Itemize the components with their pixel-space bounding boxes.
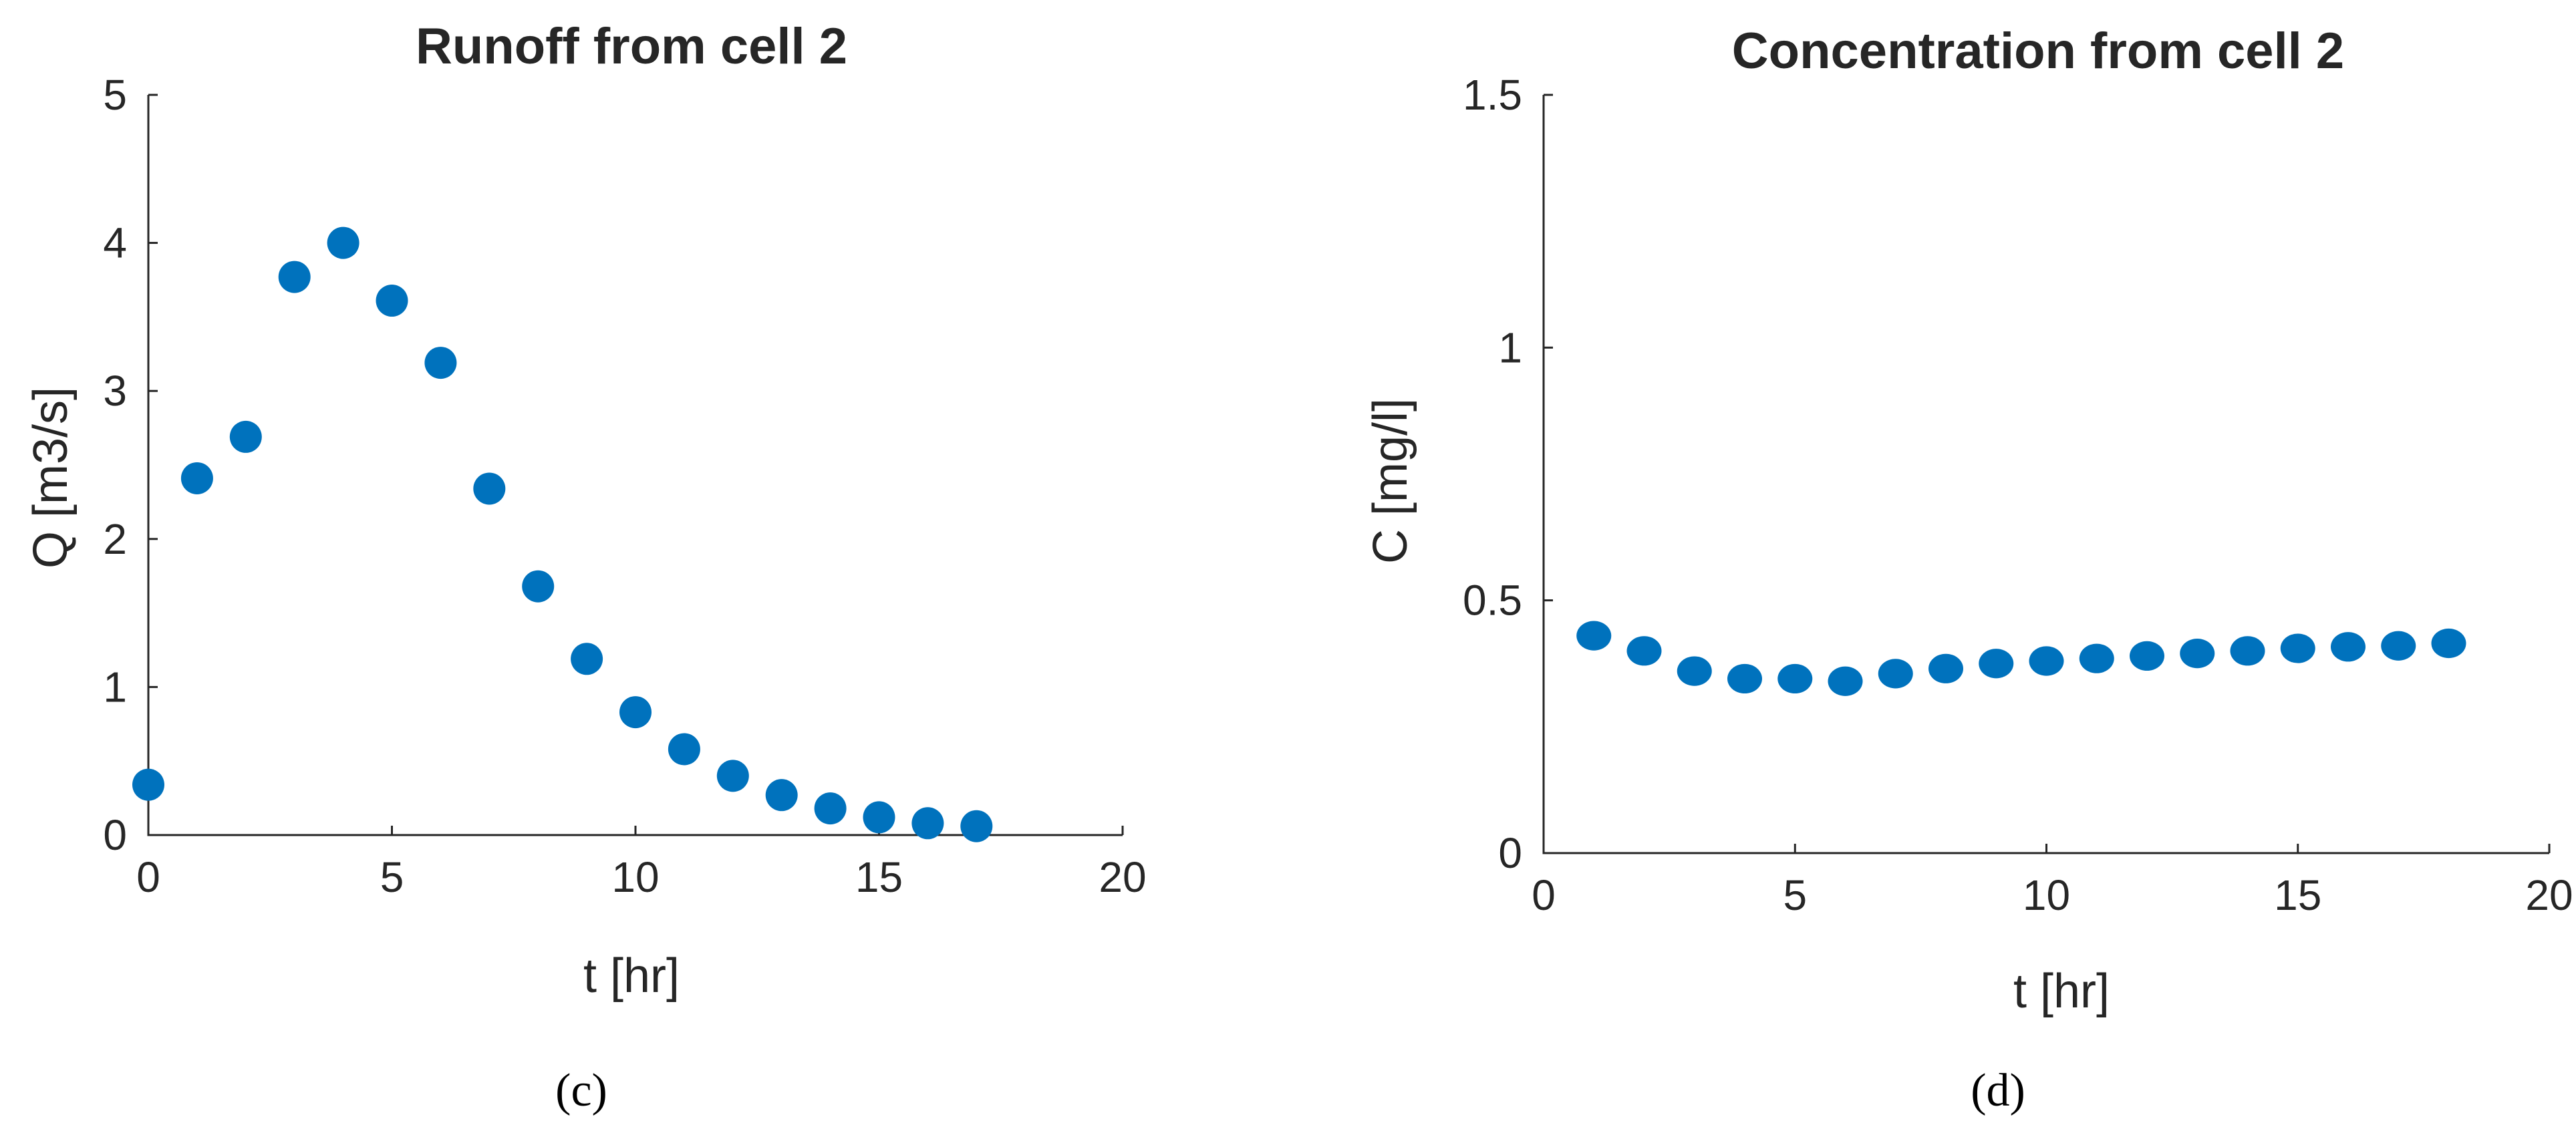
concentration-data-point — [2029, 646, 2064, 676]
runoff-data-point — [180, 462, 213, 494]
runoff-y-tick-label: 3 — [103, 367, 127, 415]
runoff-y-axis-label: Q [m3/s] — [24, 387, 78, 569]
concentration-data-point — [1677, 656, 1712, 686]
concentration-x-axis-label: t [hr] — [2013, 965, 2110, 1018]
concentration-data-point — [2431, 628, 2466, 659]
runoff-data-point — [765, 779, 798, 812]
concentration-data-point — [2180, 639, 2215, 669]
concentration-y-tick-label: 1.5 — [1463, 71, 1522, 119]
concentration-x-tick-label: 5 — [1783, 871, 1807, 919]
concentration-data-point — [1979, 649, 2014, 679]
concentration-y-axis-label: C [mg/l] — [1364, 398, 1417, 564]
concentration-data-point — [1928, 653, 1963, 683]
concentration-y-tick-label: 0.5 — [1463, 577, 1522, 625]
runoff-data-point — [229, 420, 262, 453]
panel-d-caption: (d) — [1971, 1065, 2025, 1116]
runoff-chart-title: Runoff from cell 2 — [416, 18, 847, 75]
concentration-x-tick-label: 15 — [2274, 871, 2321, 919]
concentration-data-point — [2230, 636, 2265, 666]
concentration-data-point — [1777, 663, 1813, 694]
runoff-data-point — [716, 760, 749, 792]
concentration-x-tick-label: 20 — [2525, 871, 2573, 919]
concentration-data-point — [2280, 633, 2315, 663]
runoff-data-point — [278, 261, 311, 293]
concentration-data-point — [1828, 666, 1863, 696]
runoff-data-point — [960, 810, 993, 842]
concentration-data-point — [1576, 621, 1612, 651]
runoff-data-point — [132, 768, 164, 801]
concentration-y-tick-label: 0 — [1498, 829, 1522, 877]
concentration-data-point — [2130, 641, 2164, 671]
runoff-data-point — [424, 347, 457, 379]
runoff-y-tick-label: 1 — [103, 663, 127, 711]
panel-c-caption: (c) — [555, 1065, 607, 1116]
runoff-x-tick-label: 20 — [1099, 853, 1146, 901]
runoff-chart: Runoff from cell 2 t [hr] Q [m3/s] (c) 0… — [24, 18, 1147, 1116]
concentration-data-point — [1878, 659, 1913, 689]
concentration-data-point — [2331, 632, 2366, 662]
runoff-data-point — [619, 696, 652, 729]
runoff-x-axis-label: t [hr] — [583, 949, 680, 1003]
runoff-data-point — [814, 792, 847, 825]
concentration-data-point — [1727, 663, 1762, 694]
concentration-data-point — [2381, 631, 2416, 661]
concentration-y-tick-label: 1 — [1498, 323, 1522, 371]
concentration-x-tick-label: 10 — [2023, 871, 2070, 919]
concentration-chart: Concentration from cell 2 t [hr] C [mg/l… — [1364, 23, 2573, 1116]
runoff-data-point — [473, 472, 506, 505]
concentration-data-point — [1626, 636, 1662, 666]
runoff-y-tick-label: 2 — [103, 515, 127, 563]
concentration-axes — [1542, 95, 2549, 854]
runoff-data-point — [668, 733, 700, 766]
runoff-y-tick-label: 0 — [103, 811, 127, 859]
runoff-data-point — [911, 807, 944, 840]
concentration-chart-title: Concentration from cell 2 — [1732, 23, 2344, 79]
concentration-x-tick-label: 0 — [1532, 871, 1556, 919]
runoff-data-point — [571, 643, 603, 675]
runoff-x-tick-label: 15 — [855, 853, 903, 901]
runoff-data-point — [863, 801, 895, 834]
runoff-data-point — [376, 285, 408, 317]
runoff-data-point — [327, 226, 360, 259]
runoff-y-tick-label: 4 — [103, 219, 127, 267]
runoff-x-tick-label: 5 — [380, 853, 404, 901]
runoff-y-tick-label: 5 — [103, 71, 127, 119]
runoff-data-point — [522, 570, 555, 603]
concentration-data-point — [2079, 643, 2114, 673]
runoff-x-tick-label: 0 — [136, 853, 160, 901]
runoff-x-tick-label: 10 — [611, 853, 659, 901]
